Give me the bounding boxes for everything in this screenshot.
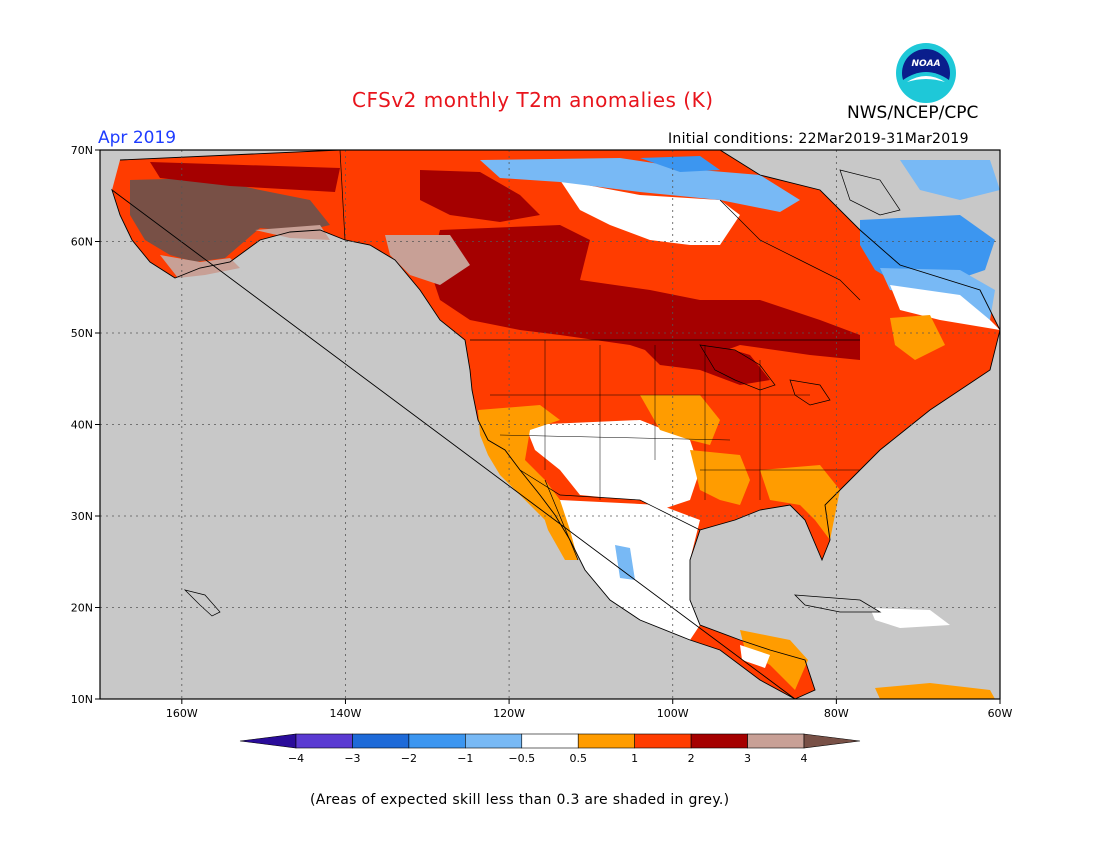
centralamerica-orange — [740, 630, 808, 690]
legend-label: −3 — [344, 752, 360, 765]
lon-tick-label: 100W — [657, 707, 689, 720]
greenland-blue — [900, 160, 1000, 200]
legend-label: 3 — [744, 752, 751, 765]
initial-conditions: Initial conditions: 22Mar2019-31Mar2019 — [668, 131, 969, 147]
legend-swatch — [295, 733, 353, 749]
quebec-blue-region — [860, 215, 995, 285]
state-borders — [490, 340, 860, 500]
alaska-darkred-band — [150, 162, 340, 192]
legend-swatch — [352, 733, 410, 749]
legend-label: 4 — [801, 752, 808, 765]
plains-orange — [640, 395, 720, 445]
canada-tan-west — [385, 235, 470, 285]
lon-tick-label: 120W — [493, 707, 525, 720]
svg-text:NOAA: NOAA — [911, 59, 940, 69]
legend-swatch — [577, 733, 635, 749]
legend-label: −0.5 — [508, 752, 535, 765]
lat-tick-label: 40N — [71, 419, 93, 432]
legend-label: 2 — [688, 752, 695, 765]
caribbean-white — [870, 608, 950, 628]
latitude-ticks: 70N 60N 50N 40N 30N 20N 10N — [71, 144, 100, 706]
legend-label: 0.5 — [569, 752, 587, 765]
labrador-orange — [890, 315, 945, 360]
arctic-lightblue-region — [480, 158, 800, 212]
mexico-lightblue — [615, 545, 635, 580]
colombia-orange — [875, 683, 995, 699]
arctic-white-region — [560, 180, 740, 245]
legend-swatch — [521, 733, 579, 749]
legend-swatch — [408, 733, 466, 749]
southeast-orange — [760, 465, 840, 540]
lat-tick-label: 30N — [71, 510, 93, 523]
legend-label: 1 — [631, 752, 638, 765]
legend-swatch — [747, 733, 805, 749]
color-legend: −4 −3 −2 −1 −0.5 0.5 1 2 3 4 — [239, 733, 861, 765]
legend-label: −4 — [288, 752, 304, 765]
quebec-white-region — [890, 285, 1000, 330]
lon-tick-label: 140W — [330, 707, 362, 720]
lon-tick-label: 60W — [988, 707, 1013, 720]
legend-label: −1 — [457, 752, 473, 765]
lon-tick-label: 160W — [166, 707, 198, 720]
map-panel: 70N 60N 50N 40N 30N 20N 10N 160W 140W 120W 100W 80… — [71, 144, 1013, 720]
noaa-logo-icon: NOAA — [896, 43, 956, 103]
baja-orange — [535, 480, 578, 560]
centralamerica-white — [740, 645, 770, 668]
legend-label: −2 — [401, 752, 417, 765]
lon-tick-label: 80W — [824, 707, 849, 720]
alaska-tan-region — [160, 255, 240, 278]
longitude-ticks: 160W 140W 120W 100W 80W 60W — [166, 699, 1013, 720]
lat-tick-label: 70N — [71, 144, 93, 157]
cuba-grey-outline — [793, 594, 882, 613]
forecast-month: Apr 2019 — [98, 128, 177, 148]
lat-tick-label: 60N — [71, 236, 93, 249]
southwest-white-region — [525, 420, 700, 510]
legend-swatch — [239, 733, 297, 749]
canada-darkred-west — [430, 225, 860, 360]
skill-footnote: (Areas of expected skill less than 0.3 a… — [310, 792, 730, 808]
legend-swatch — [690, 733, 748, 749]
arctic-blue-region — [640, 156, 720, 172]
alaska-tan-south — [255, 225, 330, 240]
legend-swatch — [803, 733, 861, 749]
graticule — [100, 150, 1000, 699]
canada-darkred-north — [420, 170, 540, 222]
legend-swatch — [465, 733, 523, 749]
lat-tick-label: 10N — [71, 693, 93, 706]
lat-tick-label: 20N — [71, 602, 93, 615]
coastlines — [111, 149, 1001, 700]
agency-label: NWS/NCEP/CPC — [847, 103, 979, 123]
lat-tick-label: 50N — [71, 327, 93, 340]
map-title: CFSv2 monthly T2m anomalies (K) — [352, 88, 714, 112]
legend-swatch — [634, 733, 692, 749]
